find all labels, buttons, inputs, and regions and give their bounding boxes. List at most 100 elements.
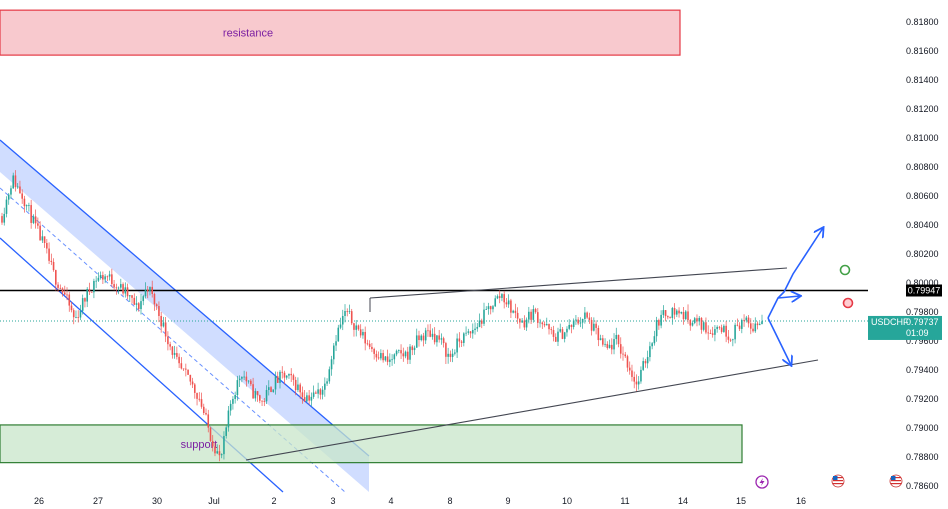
candle xyxy=(167,331,169,351)
y-tick-label: 0.79600 xyxy=(906,336,939,346)
channel-upper-line[interactable] xyxy=(0,139,370,457)
candle xyxy=(155,303,158,311)
candle xyxy=(424,327,427,344)
x-tick-label: 14 xyxy=(678,496,688,506)
candle xyxy=(146,286,149,299)
candle xyxy=(741,318,743,334)
candle xyxy=(319,388,322,400)
candle xyxy=(16,183,19,189)
forecast-arrow-mid[interactable] xyxy=(777,296,800,298)
candle xyxy=(380,349,382,361)
candle xyxy=(415,328,418,348)
candle xyxy=(294,376,297,396)
candle xyxy=(678,307,680,318)
candle xyxy=(664,309,667,322)
candle xyxy=(615,327,618,345)
candle xyxy=(456,333,458,359)
candle xyxy=(364,326,366,351)
x-tick-label: 8 xyxy=(447,496,452,506)
candle xyxy=(548,323,550,335)
candle xyxy=(315,390,317,394)
candle xyxy=(707,325,709,340)
lightning-icon[interactable] xyxy=(755,475,769,489)
candle xyxy=(693,316,696,325)
candle xyxy=(310,392,313,407)
wedge-upper-trendline[interactable] xyxy=(369,267,788,299)
candle xyxy=(680,311,683,315)
price-axis[interactable]: 0.81800 0.81600 0.81400 0.81200 0.81000 0.808… xyxy=(906,17,939,491)
candle xyxy=(261,400,263,407)
candle xyxy=(498,290,501,304)
candle xyxy=(137,302,140,312)
candle xyxy=(7,192,10,205)
candle xyxy=(93,278,95,299)
y-tick-label: 0.81200 xyxy=(906,104,939,114)
candle xyxy=(566,326,568,337)
candle xyxy=(409,344,411,365)
y-tick-label: 0.81400 xyxy=(906,75,939,85)
candle xyxy=(602,334,604,347)
resistance-zone[interactable] xyxy=(0,9,681,56)
candle xyxy=(355,320,358,337)
candle xyxy=(485,306,488,310)
candle xyxy=(290,368,293,382)
candle xyxy=(756,321,759,330)
candle xyxy=(133,293,136,305)
candle xyxy=(447,347,449,364)
candle xyxy=(723,324,725,333)
candle xyxy=(312,385,315,399)
candle xyxy=(272,389,275,393)
candle xyxy=(270,385,272,393)
candle xyxy=(339,317,342,330)
symbol-label: USDCHF xyxy=(871,317,909,327)
candle xyxy=(451,348,454,363)
forecast-arrow-down[interactable] xyxy=(767,317,791,365)
candle xyxy=(449,350,452,362)
candle xyxy=(709,329,712,334)
candle xyxy=(398,349,400,354)
time-axis[interactable]: 26 27 30 Jul 2 3 4 8 9 10 11 14 15 16 xyxy=(34,496,806,506)
candle xyxy=(689,318,692,331)
candle xyxy=(393,353,396,364)
candle xyxy=(725,321,727,343)
us-flag-icon[interactable] xyxy=(889,474,903,488)
candle xyxy=(265,385,268,404)
candle xyxy=(572,318,575,330)
forecast-arrow-up[interactable] xyxy=(767,228,823,319)
candle xyxy=(655,316,658,342)
x-tick-label: 3 xyxy=(330,496,335,506)
candle xyxy=(115,283,118,295)
candles-group xyxy=(1,170,763,462)
candle xyxy=(140,293,142,315)
candle xyxy=(626,354,629,372)
candle xyxy=(306,392,308,403)
candle xyxy=(198,392,201,402)
candle xyxy=(608,339,611,349)
candle xyxy=(169,341,171,351)
descending-channel[interactable] xyxy=(0,140,369,492)
candle xyxy=(366,339,369,346)
candle xyxy=(604,338,606,348)
red-signal-circle[interactable] xyxy=(842,297,854,309)
y-tick-label: 0.80200 xyxy=(906,249,939,259)
us-flag-icon[interactable] xyxy=(831,474,845,488)
candle xyxy=(335,335,337,352)
candle xyxy=(128,295,131,302)
green-signal-circle[interactable] xyxy=(839,264,851,276)
candle xyxy=(180,357,183,370)
candle xyxy=(541,321,544,329)
wedge-lower-trendline[interactable] xyxy=(245,359,819,461)
candle xyxy=(46,239,48,254)
current-price-box: USDCHF 0.79737 01:09 xyxy=(868,315,942,340)
candle xyxy=(382,349,384,363)
candle xyxy=(368,340,371,350)
candle xyxy=(194,383,196,399)
support-zone[interactable] xyxy=(0,424,743,464)
candle xyxy=(662,305,665,319)
candle xyxy=(57,282,59,292)
y-tick-label: 0.78600 xyxy=(906,481,939,491)
key-level-value: 0.79947 xyxy=(908,285,941,295)
candle xyxy=(705,317,707,335)
candle xyxy=(182,368,185,372)
